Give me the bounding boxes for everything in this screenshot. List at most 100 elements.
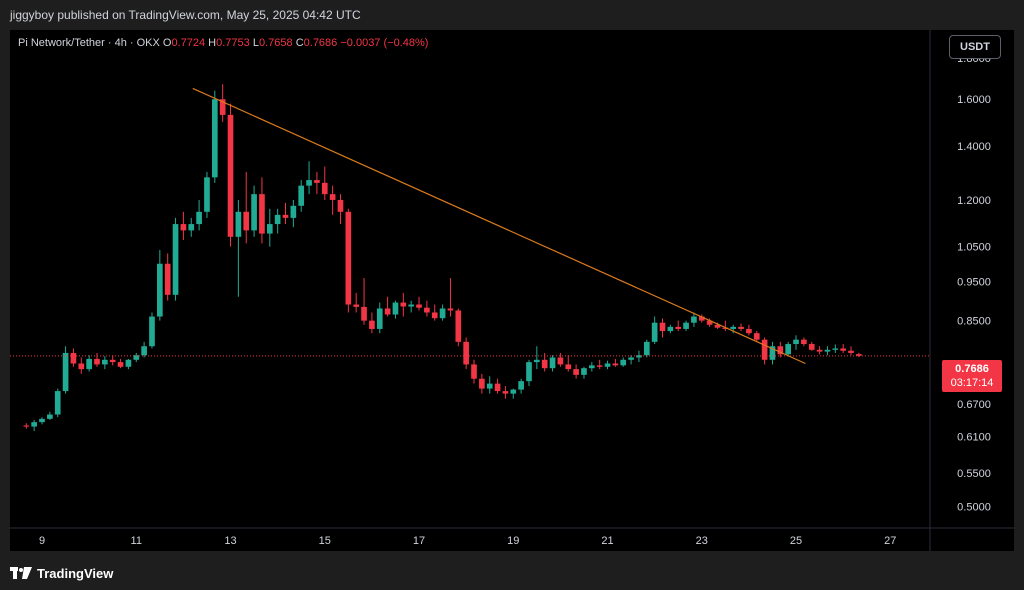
candle-body bbox=[345, 211, 352, 305]
candle-body bbox=[392, 302, 399, 315]
close-value: 0.7686 bbox=[303, 37, 338, 49]
y-tick-label: 0.6100 bbox=[957, 432, 991, 444]
y-tick-label: 1.8000 bbox=[957, 53, 991, 65]
y-tick-label: 0.9500 bbox=[957, 277, 991, 289]
y-tick-label: 1.0500 bbox=[957, 242, 991, 254]
x-tick-label: 11 bbox=[131, 535, 142, 547]
candle-layer bbox=[23, 84, 862, 432]
candle-body bbox=[636, 355, 642, 358]
grid-layer bbox=[10, 30, 1014, 551]
candle-body bbox=[777, 346, 784, 355]
candle-body bbox=[769, 346, 776, 360]
candle-body bbox=[588, 365, 595, 369]
candle-body bbox=[856, 354, 862, 356]
candle-body bbox=[361, 306, 367, 321]
x-tick-label: 25 bbox=[790, 535, 802, 547]
candle-body bbox=[329, 194, 336, 200]
x-axis-layer: 9 11 13 15 17 19 21 23 25 27 bbox=[39, 535, 896, 547]
tradingview-logo[interactable]: TradingView bbox=[10, 566, 113, 581]
candle-body bbox=[78, 363, 85, 370]
candle-body bbox=[321, 182, 328, 195]
candle-body bbox=[376, 308, 383, 329]
candle-body bbox=[314, 180, 320, 183]
tradingview-logo-icon bbox=[10, 567, 32, 579]
candle-body bbox=[180, 224, 187, 231]
x-tick-label: 19 bbox=[507, 535, 519, 547]
candle-body bbox=[424, 307, 430, 313]
candle-body bbox=[573, 369, 579, 375]
candle-body bbox=[808, 344, 815, 350]
candle-body bbox=[557, 357, 564, 365]
candle-body bbox=[746, 328, 752, 334]
candle-body bbox=[801, 339, 807, 345]
candle-body bbox=[149, 316, 155, 347]
candle-body bbox=[133, 355, 140, 360]
candle-body bbox=[706, 320, 713, 325]
candle-countdown: 03:17:14 bbox=[950, 377, 994, 389]
tradingview-brand: TradingView bbox=[37, 565, 114, 581]
candle-body bbox=[47, 414, 53, 419]
candle-body bbox=[39, 418, 45, 423]
current-price-value: 0.7686 bbox=[955, 363, 989, 375]
candle-body bbox=[251, 194, 257, 231]
candle-body bbox=[109, 359, 116, 363]
candle-body bbox=[353, 304, 360, 307]
trendline bbox=[192, 87, 806, 365]
candle-body bbox=[455, 310, 462, 342]
candle-body bbox=[714, 324, 721, 328]
candle-body bbox=[439, 308, 446, 319]
currency-button[interactable]: USDT bbox=[949, 35, 1001, 59]
candle-body bbox=[337, 199, 344, 212]
candle-body bbox=[298, 185, 305, 206]
x-tick-label: 27 bbox=[884, 535, 896, 547]
x-tick-label: 21 bbox=[601, 535, 613, 547]
candle-body bbox=[70, 352, 77, 364]
candle-body bbox=[651, 322, 658, 342]
candle-body bbox=[549, 357, 556, 369]
candle-body bbox=[785, 344, 792, 355]
candle-body bbox=[494, 383, 501, 392]
change-value: −0.0037 (−0.48%) bbox=[340, 37, 429, 49]
y-tick-label: 0.5000 bbox=[957, 501, 991, 513]
top-bar: jiggyboy published on TradingView.com, M… bbox=[0, 0, 1024, 30]
candle-body bbox=[534, 359, 540, 363]
symbol-title: Pi Network/Tether · 4h · OKX bbox=[18, 37, 160, 49]
candle-body bbox=[157, 263, 163, 317]
candle-body bbox=[643, 341, 650, 356]
y-tick-label: 0.6700 bbox=[957, 399, 991, 411]
candle-body bbox=[125, 359, 132, 367]
candle-body bbox=[471, 364, 477, 379]
candle-body bbox=[117, 362, 124, 367]
current-price-tag: 0.7686 03:17:14 bbox=[942, 360, 1002, 392]
candle-body bbox=[235, 211, 242, 237]
candle-body bbox=[722, 327, 729, 329]
y-axis-layer: 1.8000 1.6000 1.4000 1.2000 1.0500 0.9500 0.85… bbox=[957, 53, 991, 513]
overlay-layer bbox=[10, 87, 930, 365]
candle-body bbox=[565, 364, 572, 370]
candle-body bbox=[243, 211, 250, 231]
y-tick-label: 1.4000 bbox=[957, 141, 991, 153]
candle-body bbox=[816, 349, 823, 352]
candle-body bbox=[628, 357, 634, 360]
candle-body bbox=[416, 304, 422, 308]
y-tick-label: 0.5500 bbox=[957, 468, 991, 480]
candle-body bbox=[282, 214, 289, 218]
candle-body bbox=[698, 316, 705, 321]
x-tick-label: 17 bbox=[413, 535, 425, 547]
footer: TradingView bbox=[0, 556, 1024, 590]
high-label: H bbox=[208, 37, 217, 49]
candle-body bbox=[840, 348, 846, 351]
candle-body bbox=[164, 263, 171, 295]
open-label: O bbox=[162, 37, 172, 49]
candle-body bbox=[510, 389, 517, 394]
candle-body bbox=[832, 348, 839, 350]
x-tick-label: 9 bbox=[39, 535, 45, 547]
candlestick-chart[interactable]: 1.8000 1.6000 1.4000 1.2000 1.0500 0.9500 0.85… bbox=[10, 30, 1014, 551]
candle-body bbox=[596, 365, 603, 367]
candle-body bbox=[219, 99, 226, 115]
candle-body bbox=[290, 205, 297, 218]
chart-frame[interactable]: 1.8000 1.6000 1.4000 1.2000 1.0500 0.9500 0.85… bbox=[10, 30, 1014, 551]
candle-body bbox=[612, 363, 619, 366]
candle-body bbox=[463, 341, 469, 365]
candle-body bbox=[518, 381, 524, 390]
